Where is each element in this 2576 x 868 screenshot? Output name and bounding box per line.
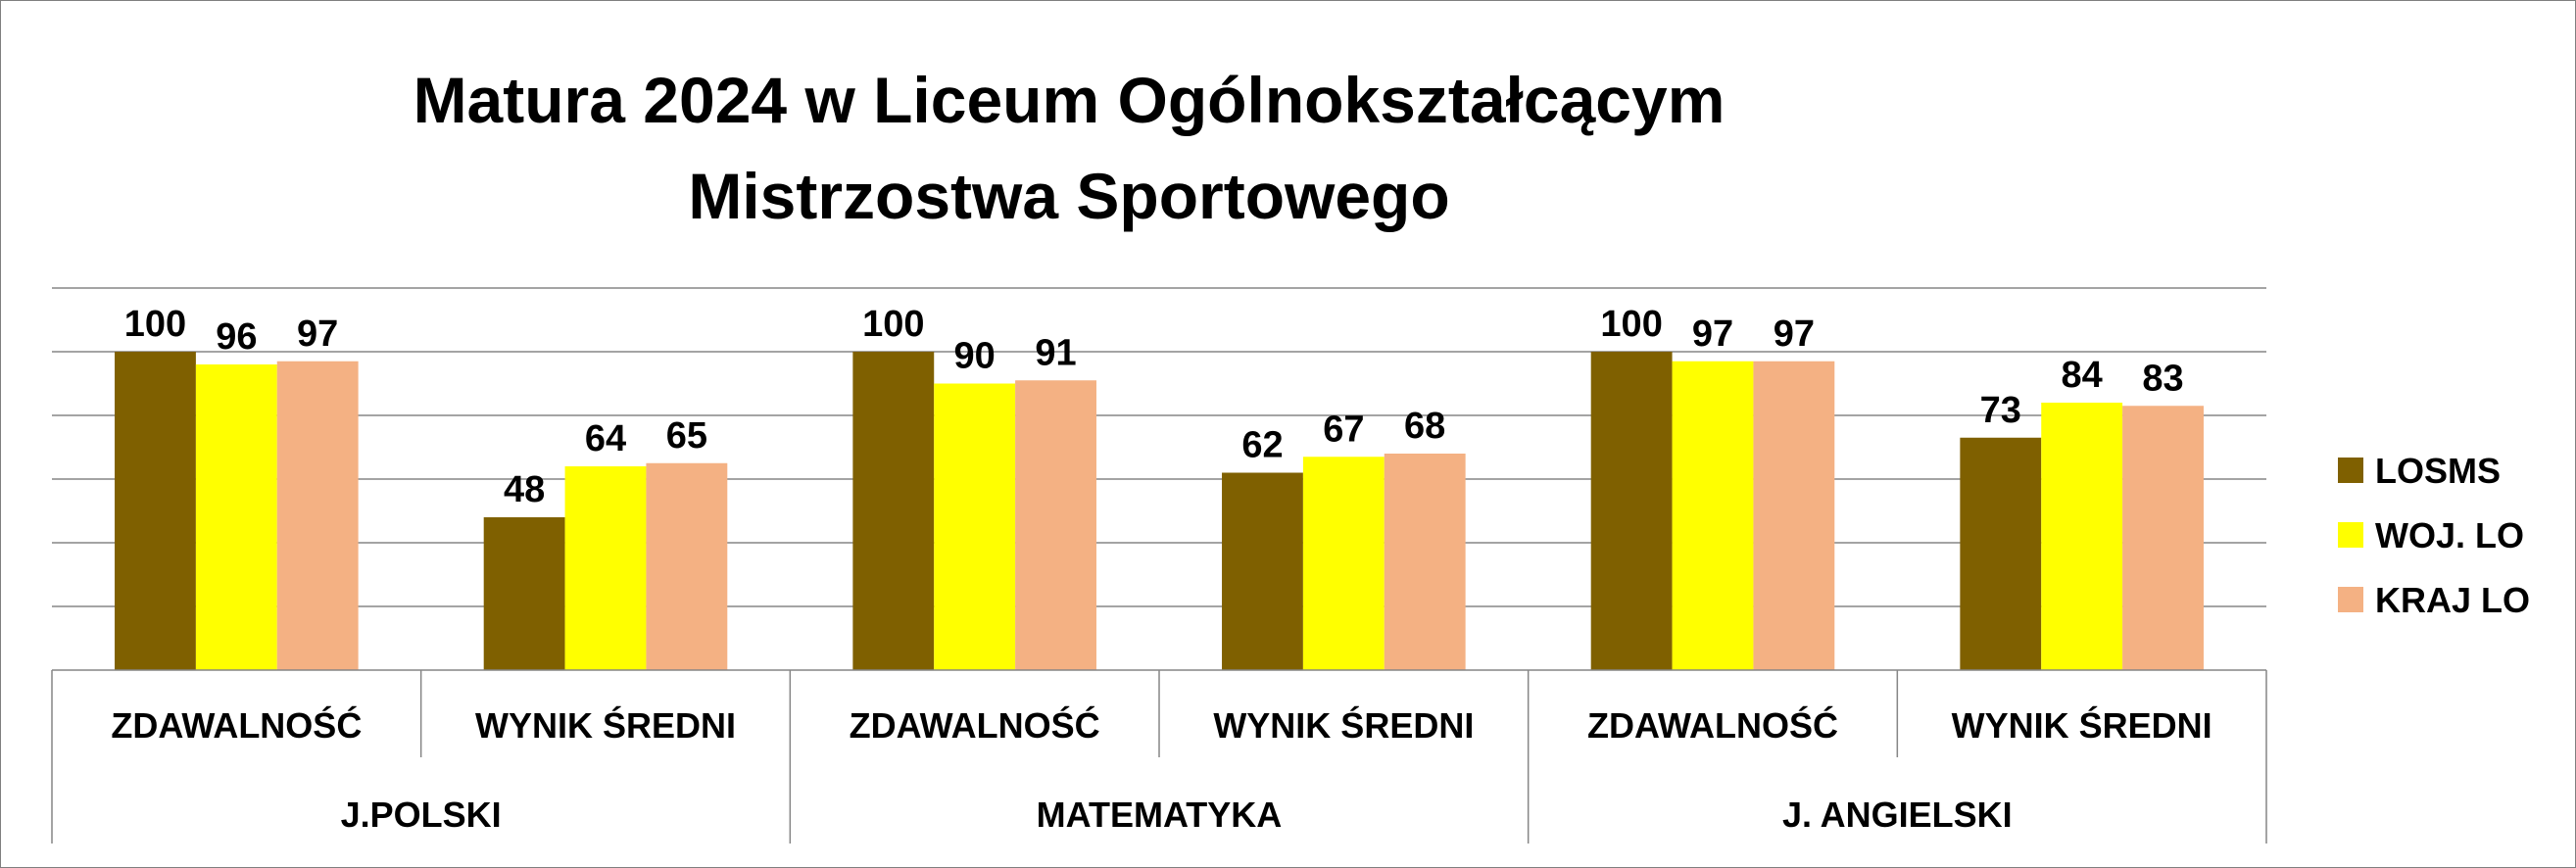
data-label: 64 <box>585 418 626 459</box>
data-label: 97 <box>1774 313 1815 355</box>
legend-label: WOJ. LO <box>2375 515 2524 555</box>
bar <box>2122 406 2204 670</box>
bar <box>195 364 277 670</box>
legend-swatch <box>2338 587 2363 612</box>
data-label: 90 <box>954 336 996 377</box>
category-label: WYNIK ŚREDNI <box>475 704 736 746</box>
legend: LOSMS WOJ. LO KRAJ LO <box>2338 451 2530 620</box>
bar <box>1753 361 1835 670</box>
category-label: ZDAWALNOŚĆ <box>111 704 362 746</box>
bar <box>483 517 565 670</box>
data-label: 65 <box>666 415 707 457</box>
category-label: ZDAWALNOŚĆ <box>1587 704 1838 746</box>
data-label: 97 <box>297 313 338 355</box>
category-label: WYNIK ŚREDNI <box>1213 704 1474 746</box>
data-label: 84 <box>2062 355 2103 396</box>
bar <box>1302 457 1385 670</box>
group-label: MATEMATYKA <box>1037 795 1283 835</box>
group-label: J. ANGIELSKI <box>1782 795 2013 835</box>
bar <box>1222 472 1303 670</box>
legend-swatch <box>2338 522 2363 548</box>
data-label: 100 <box>124 304 186 345</box>
bars <box>115 352 2204 670</box>
group-label: J.POLSKI <box>341 795 502 835</box>
data-label: 67 <box>1323 409 1364 450</box>
x-axis: ZDAWALNOŚĆ WYNIK ŚREDNI ZDAWALNOŚĆ WYNIK ŚR… <box>51 669 2267 844</box>
legend-label: LOSMS <box>2375 451 2501 491</box>
data-label: 62 <box>1241 425 1283 466</box>
data-label: 91 <box>1035 332 1076 373</box>
chart-title-line-1: Matura 2024 w Liceum Ogólnokształcącym <box>413 64 1725 136</box>
bar <box>115 352 196 670</box>
data-labels: 100 96 97 48 64 65 100 90 91 62 67 68 100 97 97 73 84 83 <box>124 304 2184 510</box>
gridlines <box>52 287 2266 607</box>
data-label: 100 <box>862 304 924 345</box>
data-label: 48 <box>504 469 545 510</box>
chart-title-line-2: Mistrzostwa Sportowego <box>688 160 1449 232</box>
category-label: ZDAWALNOŚĆ <box>850 704 1100 746</box>
bar <box>934 383 1016 670</box>
data-label: 97 <box>1692 313 1733 355</box>
bar <box>1960 437 2042 670</box>
data-label: 96 <box>216 316 257 358</box>
data-label: 83 <box>2142 358 2183 399</box>
bar <box>1590 352 1673 670</box>
category-label: WYNIK ŚREDNI <box>1952 704 2212 746</box>
bar <box>1015 380 1096 670</box>
bar <box>2041 403 2123 670</box>
bar <box>646 462 728 670</box>
bar <box>1384 454 1466 670</box>
legend-label: KRAJ LO <box>2375 580 2530 620</box>
bar <box>852 352 935 670</box>
legend-swatch <box>2338 458 2363 483</box>
bar <box>564 466 647 670</box>
data-label: 68 <box>1404 406 1445 447</box>
data-label: 100 <box>1600 304 1662 345</box>
data-label: 73 <box>1980 390 2021 431</box>
bar <box>276 361 359 670</box>
bar <box>1672 361 1754 670</box>
